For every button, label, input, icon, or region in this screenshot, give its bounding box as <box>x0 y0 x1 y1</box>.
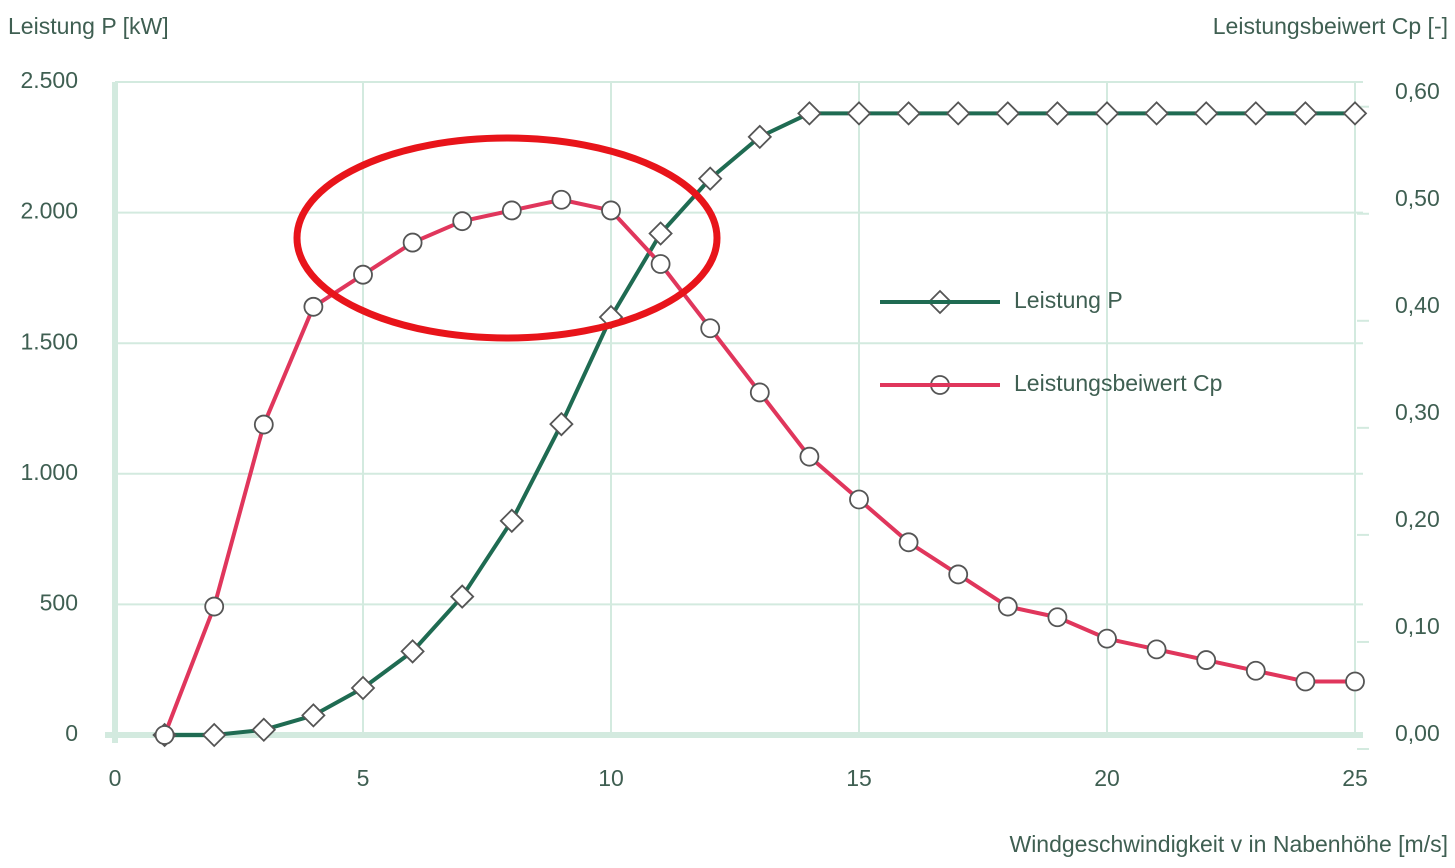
circle-marker <box>551 189 572 210</box>
y-tick-label: 0 <box>65 720 78 746</box>
diamond-marker <box>350 675 376 701</box>
diamond-marker <box>896 101 921 126</box>
diamond-marker <box>697 166 723 191</box>
diamond-marker <box>1342 101 1368 126</box>
highlight-ellipse <box>293 134 721 342</box>
circle-marker <box>849 489 869 510</box>
legend-label: Leistung P <box>1014 287 1123 313</box>
circle-marker <box>997 596 1018 617</box>
plot <box>152 101 1368 748</box>
x-tick-label: 20 <box>1094 765 1120 791</box>
y2-tick-label: 0,00 <box>1395 720 1440 746</box>
circle-marker <box>204 596 225 617</box>
diamond-marker <box>995 101 1021 126</box>
diamond-marker <box>201 722 227 748</box>
circle-marker <box>601 200 621 221</box>
y-tick-label: 1.500 <box>20 328 78 354</box>
series-line <box>164 111 1355 737</box>
circle-marker <box>1097 628 1117 649</box>
circle-marker <box>1245 660 1266 681</box>
circle-marker <box>1146 639 1167 660</box>
diamond-marker <box>549 411 574 437</box>
y-tick-label: 2.500 <box>20 67 78 93</box>
y-tick-label: 2.000 <box>20 198 78 224</box>
y2-tick-label: 0,40 <box>1395 292 1440 318</box>
circle-marker <box>1345 671 1365 692</box>
diamond-marker <box>747 124 773 150</box>
y2-tick-label: 0,20 <box>1395 506 1440 532</box>
diamond-marker <box>499 508 525 534</box>
y-tick-label: 500 <box>40 589 78 615</box>
x-tick-label: 25 <box>1342 765 1368 791</box>
grid <box>105 81 1369 750</box>
circle-marker <box>353 264 373 285</box>
y2-tick-label: 0,60 <box>1395 78 1440 104</box>
diamond-marker <box>301 703 326 728</box>
y-tick-label: 1.000 <box>20 459 78 485</box>
x-tick-label: 10 <box>598 765 624 791</box>
circle-marker <box>1196 650 1217 670</box>
y2-tick-label: 0,50 <box>1395 185 1440 211</box>
diamond-marker <box>797 101 822 126</box>
diamond-marker <box>1193 101 1219 126</box>
y-axis-label: Leistung P [kW] <box>8 13 169 39</box>
diamond-marker <box>449 584 475 609</box>
x-tick-label: 0 <box>109 765 122 791</box>
circle-marker <box>303 296 324 317</box>
y2-tick-label: 0,30 <box>1395 399 1440 425</box>
circle-marker <box>501 200 522 221</box>
y2-tick-label: 0,10 <box>1395 613 1440 639</box>
circle-marker <box>402 232 423 253</box>
x-tick-label: 5 <box>357 765 370 791</box>
circle-marker <box>948 564 969 585</box>
diamond-marker <box>1144 101 1169 126</box>
diamond-marker <box>1243 101 1269 126</box>
circle-marker <box>1047 607 1068 628</box>
circle-marker <box>650 254 671 274</box>
diamond-marker <box>1094 101 1120 126</box>
legend-label: Leistungsbeiwert Cp <box>1014 370 1222 396</box>
circle-marker <box>700 318 721 339</box>
diamond-marker <box>400 639 425 664</box>
circle-marker <box>452 211 473 232</box>
circle-marker <box>154 725 175 745</box>
circle-marker <box>898 532 919 553</box>
circle-marker <box>253 414 274 435</box>
diamond-marker <box>648 221 673 246</box>
diamond-marker <box>945 101 971 126</box>
circle-marker <box>749 382 770 403</box>
diamond-marker <box>846 101 872 126</box>
diamond-marker <box>1045 101 1070 126</box>
series-line <box>162 197 1355 736</box>
x-axis-label: Windgeschwindigkeit v in Nabenhöhe [m/s] <box>1009 831 1448 857</box>
circle-marker <box>1295 671 1316 692</box>
y2-axis-label: Leistungsbeiwert Cp [-] <box>1213 13 1448 39</box>
diamond-marker <box>251 717 277 743</box>
diamond-marker <box>1293 101 1318 126</box>
x-tick-label: 15 <box>846 765 872 791</box>
circle-marker <box>799 446 820 467</box>
